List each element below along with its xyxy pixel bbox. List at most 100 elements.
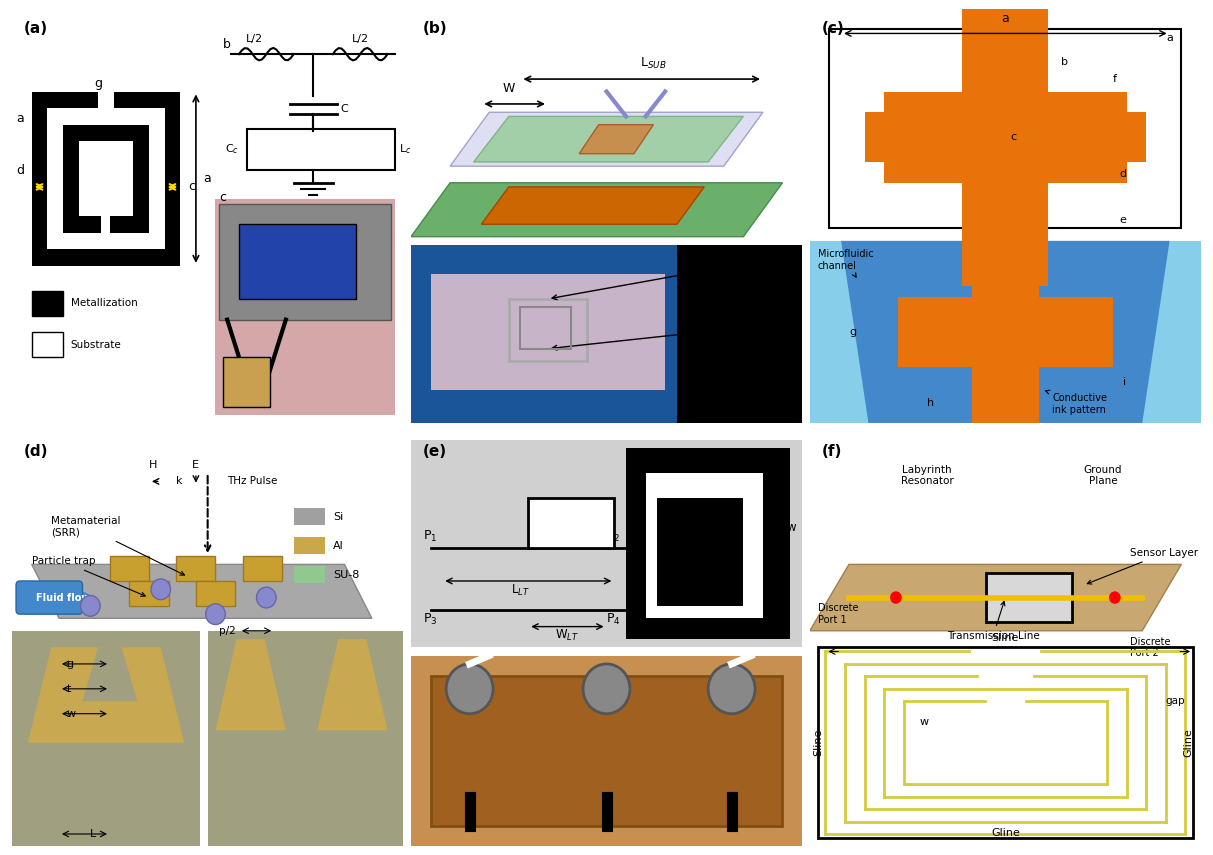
Polygon shape [317,639,387,730]
Bar [294,509,325,525]
Text: t: t [67,684,72,693]
Polygon shape [810,564,1181,631]
Text: P$_4$: P$_4$ [606,611,621,627]
Bar [865,91,884,112]
Polygon shape [28,647,184,743]
Polygon shape [411,183,782,237]
Text: Labyrinth
Resonator: Labyrinth Resonator [901,465,953,486]
Bar [830,29,1181,228]
Text: Sensor Layer: Sensor Layer [1087,548,1198,584]
Text: Metamaterial
(SRR): Metamaterial (SRR) [51,516,184,575]
Text: Particle trap: Particle trap [32,557,146,596]
Text: a: a [1002,12,1009,25]
Circle shape [256,587,277,608]
Text: W$_{LT}$: W$_{LT}$ [556,628,580,643]
Bar [508,299,587,361]
Text: e: e [1120,215,1126,225]
Bar [1127,162,1146,183]
Polygon shape [482,187,705,224]
Text: f: f [1112,74,1117,84]
Text: P$_1$: P$_1$ [422,528,437,544]
Bar [12,631,200,846]
Bar [32,291,63,315]
Polygon shape [841,241,1169,423]
Text: Sline: Sline [992,634,1019,643]
Bar [962,0,1048,286]
Bar [294,538,325,554]
Bar [176,556,216,581]
Bar [130,581,169,606]
Bar [294,567,325,583]
Bar [657,498,744,606]
Text: (d): (d) [24,444,49,459]
Text: d: d [16,164,24,177]
Text: THz Pulse: THz Pulse [227,476,278,486]
Text: Outlet: Outlet [552,322,753,350]
Bar [898,297,1112,368]
Bar [32,91,181,266]
Bar [47,108,165,249]
Text: b: b [1060,57,1067,68]
Text: a: a [204,172,211,186]
Text: (a): (a) [24,21,49,36]
Text: C: C [341,104,348,114]
Bar [529,498,614,548]
Circle shape [1109,592,1121,604]
Text: w: w [919,717,928,727]
Text: g: g [67,659,74,669]
Text: E: E [192,460,199,470]
Text: Si: Si [332,511,343,522]
Text: w: w [67,709,76,719]
Text: (b): (b) [422,21,448,36]
Bar [220,203,392,320]
Text: a: a [16,112,24,125]
Text: p/2: p/2 [218,626,235,636]
Bar [411,440,802,647]
Text: P$_2$: P$_2$ [606,528,621,544]
Bar [626,448,791,639]
Bar [101,216,110,233]
Text: L/2: L/2 [246,33,263,44]
Text: a: a [1166,32,1173,43]
Circle shape [708,664,754,714]
Bar [810,241,1201,423]
Bar [431,676,782,826]
Text: Substrate: Substrate [70,339,121,350]
Text: Transmission Line: Transmission Line [946,601,1040,641]
Text: w: w [786,522,796,534]
Bar [216,199,395,415]
Text: H: H [149,460,158,470]
Text: i: i [1123,377,1126,386]
Bar [243,556,281,581]
Text: Gline: Gline [991,828,1020,838]
Bar [207,631,403,846]
Bar [110,556,149,581]
Text: Sline: Sline [814,729,824,757]
Circle shape [80,595,101,616]
Text: c: c [220,191,227,204]
Bar [63,125,149,233]
FancyBboxPatch shape [16,581,82,614]
Circle shape [150,579,171,599]
Bar [972,218,1038,446]
Bar [818,647,1194,838]
Text: Ground
Plane: Ground Plane [1084,465,1122,486]
Text: Discrete
Port 1: Discrete Port 1 [818,604,858,625]
Text: Gline: Gline [1183,728,1194,758]
Text: (f): (f) [821,444,842,459]
Bar [520,307,571,349]
Bar [246,129,395,170]
Bar [98,87,114,110]
Text: L$_c$: L$_c$ [399,143,411,156]
Text: SU-8: SU-8 [332,569,359,580]
Text: Conductive
ink pattern: Conductive ink pattern [1046,390,1107,415]
Text: Microfluidic
channel: Microfluidic channel [818,249,873,277]
Text: C$_c$: C$_c$ [224,143,239,156]
Text: g: g [95,77,102,91]
Text: Metallization: Metallization [70,298,137,308]
Bar [32,332,63,357]
Text: L: L [90,829,97,839]
Polygon shape [579,125,654,154]
Text: c: c [188,180,195,193]
Bar [1127,91,1146,112]
